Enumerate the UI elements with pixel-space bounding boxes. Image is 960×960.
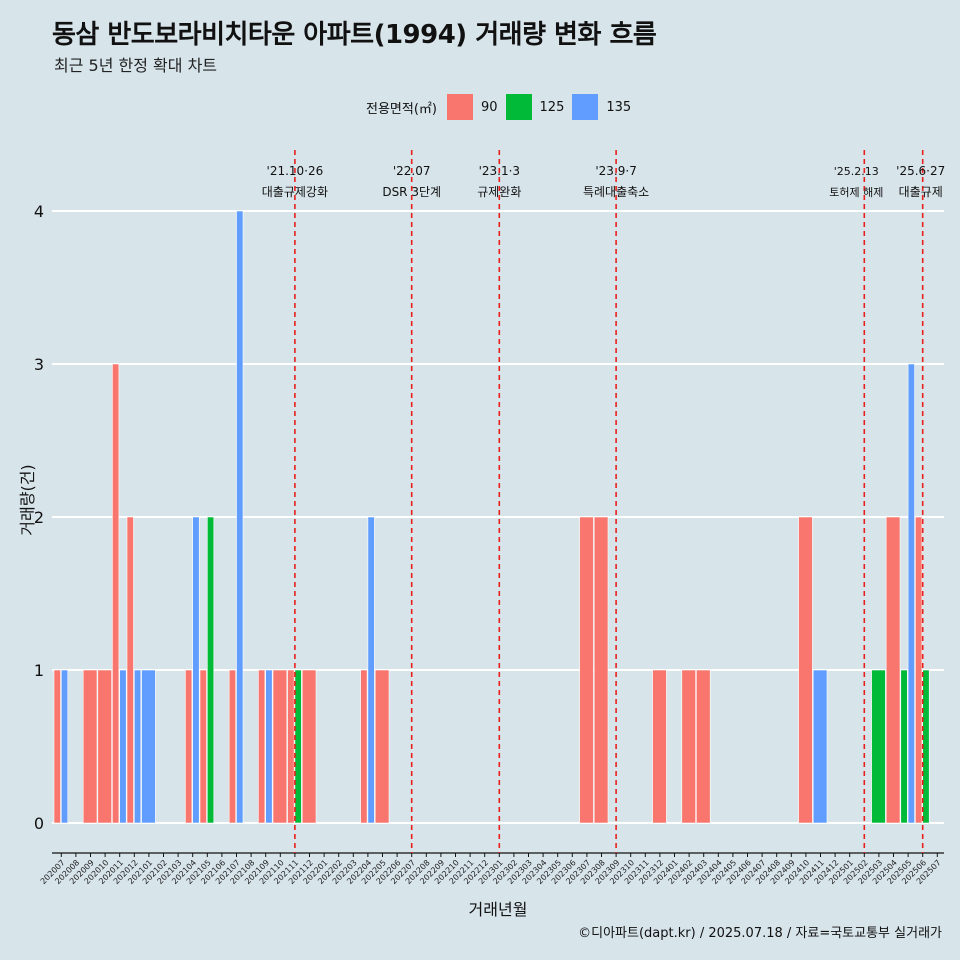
bar-202205-90: [374, 669, 390, 824]
bar-202007-135: [60, 669, 69, 824]
bar-202506-125: [922, 669, 930, 824]
bar-202506-90: [915, 516, 923, 824]
bar-202204-90: [360, 669, 368, 824]
legend-item-90: 90: [446, 94, 498, 120]
event-label-1: DSR 3단계: [382, 185, 441, 199]
legend: 전용면적(㎡) 90 125 135: [366, 92, 639, 122]
y-tick-label: 3: [34, 355, 44, 374]
bar-202111-90: [287, 669, 295, 824]
y-tick-label: 1: [34, 661, 44, 680]
y-axis-title: 거래량(건): [18, 464, 37, 535]
legend-label-135: 135: [606, 99, 632, 115]
bar-202007-90: [53, 669, 61, 824]
event-label-2: 규제완화: [477, 185, 521, 199]
x-axis-title: 거래년월: [469, 900, 528, 919]
bar-202107-135: [236, 210, 244, 824]
legend-item-135: 135: [572, 94, 631, 120]
legend-title: 전용면적(㎡): [366, 101, 437, 117]
event-date-1: '22.07: [393, 164, 431, 178]
bar-202505-135: [907, 363, 915, 824]
bar-202101-135: [141, 669, 156, 824]
legend-item-125: 125: [505, 94, 565, 120]
event-date-3: '23.9·7: [595, 164, 636, 178]
y-tick-label: 2: [34, 508, 44, 527]
source-caption: ©디아파트(dapt.kr) / 2025.07.18 / 자료=국토교통부 실…: [578, 926, 942, 941]
event-label-3: 특례대출축소: [583, 185, 649, 199]
bar-202505-125: [900, 669, 908, 824]
bar-202104-90: [185, 669, 193, 824]
event-date-4: '25.2.13: [834, 165, 879, 178]
bar-202011-90: [112, 363, 120, 824]
bar-202107-90: [228, 669, 236, 824]
legend-label-125: 125: [539, 99, 565, 115]
legend-key-135: [572, 94, 599, 120]
bar-202504-90: [885, 516, 901, 824]
bar-202012-90: [126, 516, 134, 824]
chart-subtitle: 최근 5년 한정 확대 차트: [54, 56, 218, 75]
bar-202012-135: [134, 669, 142, 824]
bar-202110-90: [272, 669, 288, 824]
bar-202109-90: [258, 669, 266, 824]
bar-202111-125: [294, 669, 302, 824]
bar-202011-135: [119, 669, 127, 824]
legend-key-90: [446, 94, 473, 120]
event-label-0: 대출규제강화: [262, 185, 328, 199]
bar-202307-90: [579, 516, 594, 824]
event-label-4: 토허제 해제: [829, 185, 883, 199]
bar-202105-90: [199, 669, 207, 824]
event-date-2: '23.1·3: [479, 164, 520, 178]
bar-202403-90: [696, 669, 711, 824]
bar-202009-90: [82, 669, 98, 824]
event-label-5: 대출규제: [899, 185, 943, 199]
bar-202104-135: [192, 516, 200, 824]
bar-202402-90: [681, 669, 696, 824]
y-tick-label: 4: [34, 202, 44, 221]
bar-202010-90: [97, 669, 112, 824]
legend-label-90: 90: [480, 99, 498, 115]
bar-202105-125: [207, 516, 215, 824]
chart-title: 동삼 반도보라비치타운 아파트(1994) 거래량 변화 흐름: [52, 20, 657, 50]
bar-202112-90: [301, 669, 317, 824]
bar-202410-90: [798, 516, 813, 824]
bar-202204-135: [367, 516, 375, 824]
bar-202308-90: [593, 516, 609, 824]
bar-202312-90: [652, 669, 667, 824]
event-date-5: '25.6·27: [896, 164, 945, 178]
event-date-0: '21.10·26: [267, 164, 324, 178]
legend-key-125: [505, 94, 532, 120]
bar-202411-135: [812, 669, 828, 824]
y-tick-label: 0: [34, 814, 44, 833]
bar-202109-135: [265, 669, 273, 824]
bar-202503-125: [871, 669, 886, 824]
